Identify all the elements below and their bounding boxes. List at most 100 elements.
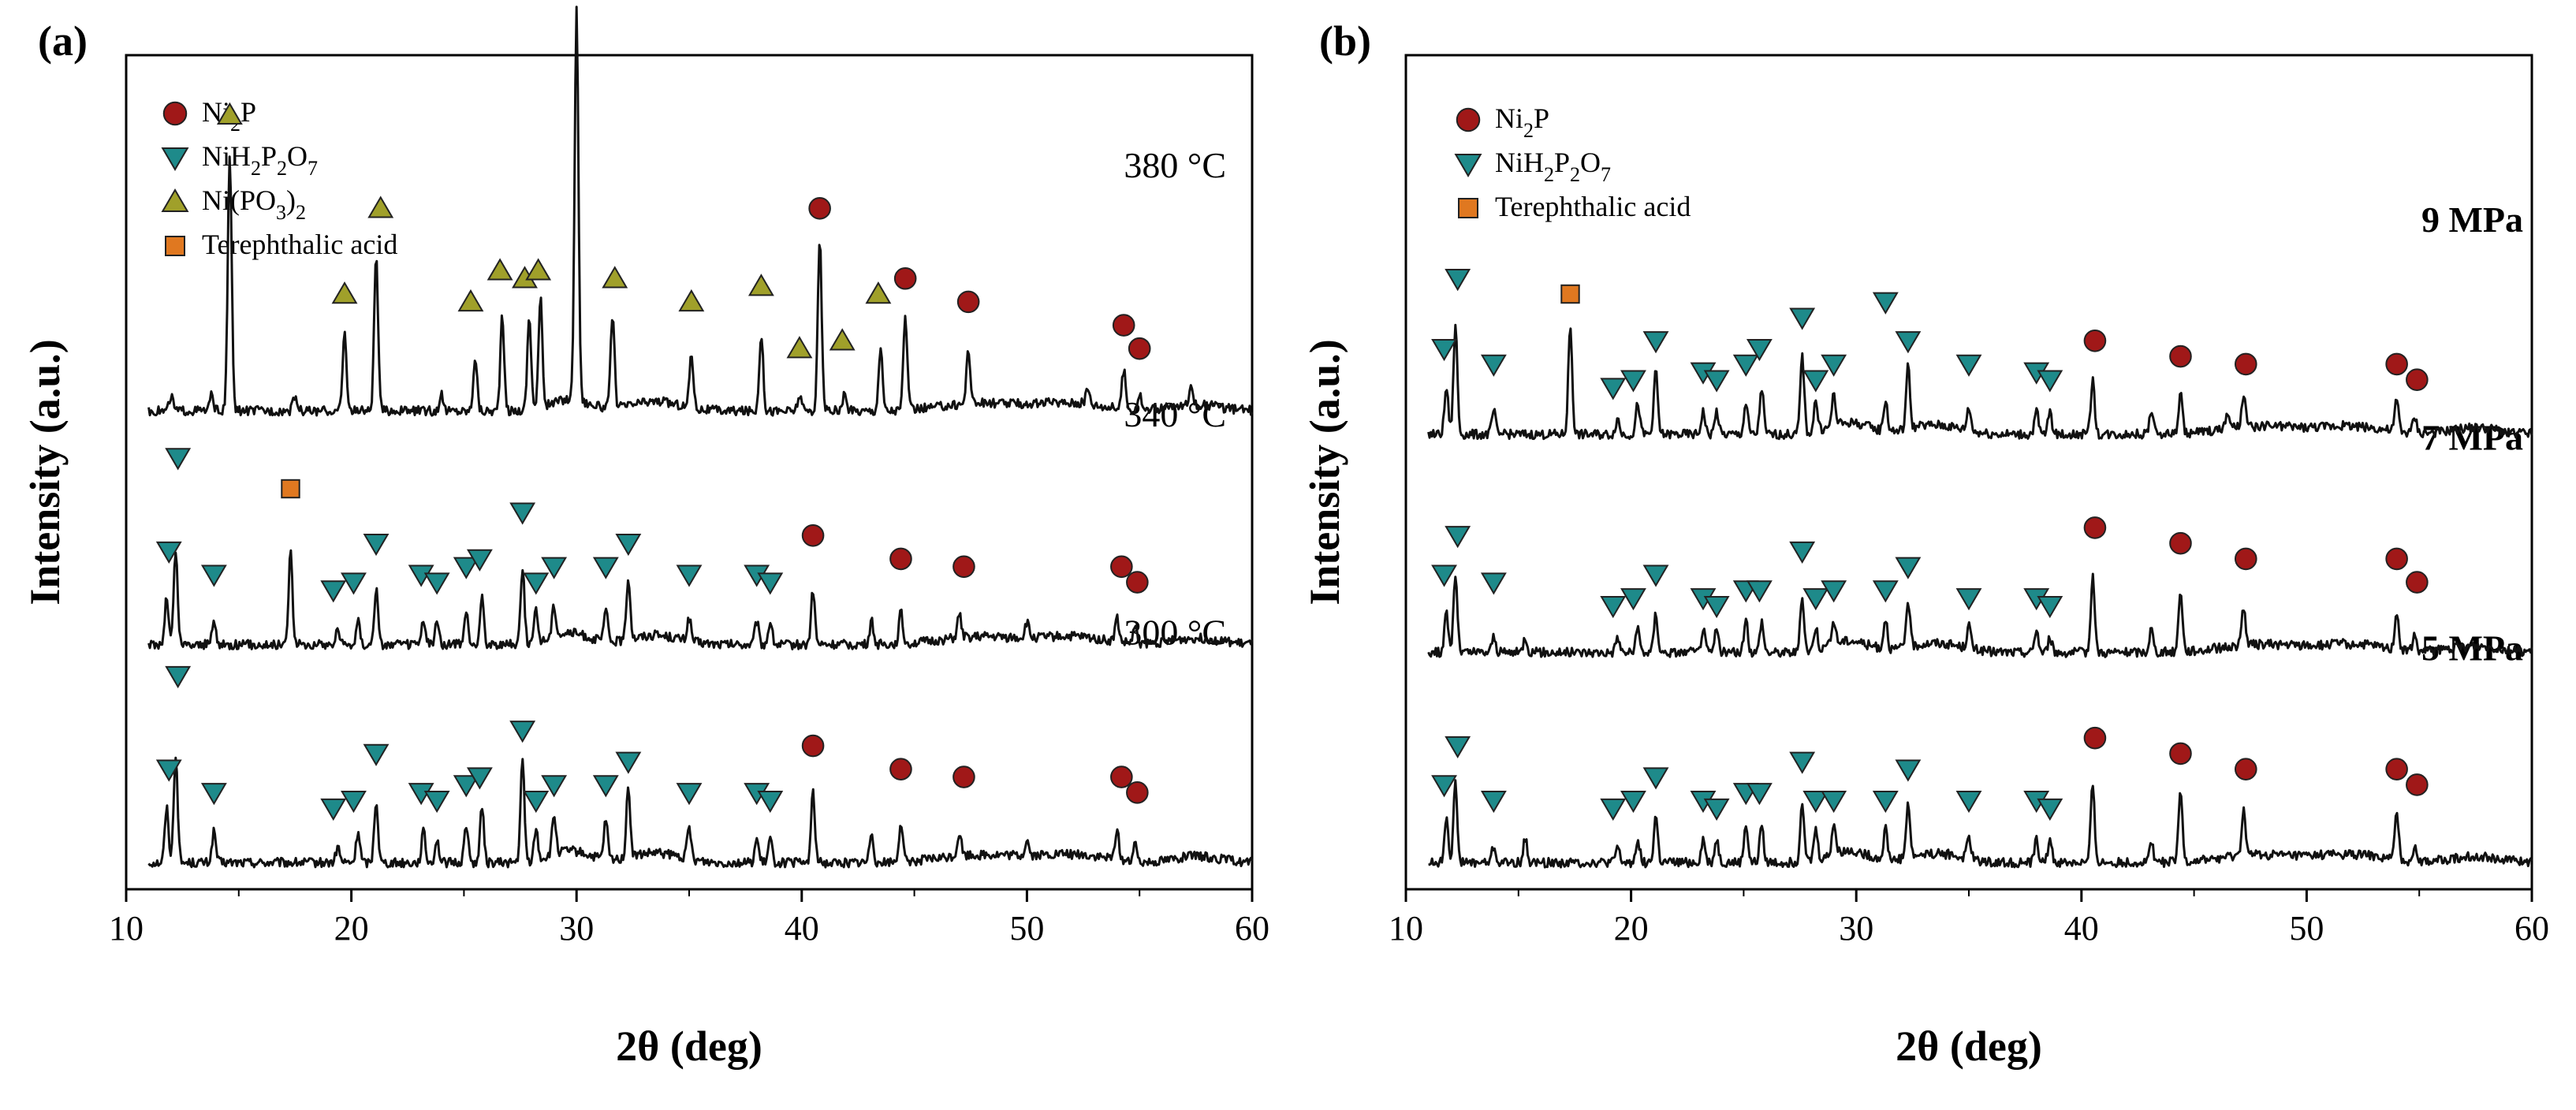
legend-label-subscript: 3 [276, 201, 286, 224]
peak-marker-nih2p2o7 [1821, 354, 1847, 377]
x-tick-label: 50 [1009, 909, 1044, 948]
peak-marker-nipo3 [367, 196, 394, 218]
peak-marker-nih2p2o7 [1600, 596, 1627, 619]
peak-marker-ni2p [1126, 571, 1149, 594]
legend-label-part: P [1554, 147, 1570, 178]
panel-label: (b) [1319, 17, 1371, 65]
legend-label-subscript: 2 [1523, 119, 1534, 142]
peak-marker-ni2p [2385, 758, 2408, 780]
peak-marker-ni2p [952, 555, 975, 579]
peak-marker-nih2p2o7 [1746, 338, 1773, 362]
peak-marker-nih2p2o7 [2037, 370, 2063, 393]
peak-marker-nih2p2o7 [423, 572, 450, 595]
peak-marker-nih2p2o7 [1431, 338, 1457, 362]
peak-marker-nih2p2o7 [200, 783, 227, 806]
legend-label-part: Ni(PO [202, 184, 276, 216]
legend-label-part: NiH [202, 140, 251, 172]
peak-marker-ni2p [952, 765, 975, 788]
trace-340-c [147, 549, 1254, 650]
peak-marker-nih2p2o7 [592, 557, 619, 579]
trace-label: 380 °C [1124, 145, 1226, 185]
peak-marker-nih2p2o7 [1620, 588, 1646, 611]
legend-label: Ni(PO3)2 [202, 184, 306, 224]
peak-marker-ni2p [2385, 547, 2408, 571]
x-tick-label: 20 [334, 909, 369, 948]
peak-marker-nih2p2o7 [1703, 596, 1730, 619]
peak-marker-ni2p [1110, 765, 1133, 788]
peak-marker-nih2p2o7 [1445, 269, 1471, 292]
legend-label: NiH2P2O7 [1495, 147, 1611, 186]
peak-marker-nih2p2o7 [757, 572, 784, 595]
peak-marker-nih2p2o7 [1802, 588, 1829, 611]
peak-marker-nih2p2o7 [466, 767, 493, 790]
peak-marker-nih2p2o7 [615, 751, 642, 774]
x-tick-label: 50 [2289, 909, 2324, 948]
peak-marker-nipo3 [786, 336, 813, 359]
legend-label-subscript: 2 [296, 201, 306, 224]
peak-marker-nih2p2o7 [615, 533, 642, 557]
peak-marker-nih2p2o7 [165, 665, 192, 689]
peak-marker-nih2p2o7 [453, 557, 479, 579]
peak-marker-ni2p [1128, 337, 1151, 360]
peak-marker-nih2p2o7 [1872, 791, 1899, 814]
legend-label-subscript: 2 [251, 157, 261, 180]
peak-marker-nih2p2o7 [341, 791, 367, 814]
peak-marker-nih2p2o7 [1642, 331, 1669, 354]
peak-marker-nih2p2o7 [165, 448, 192, 471]
peak-marker-ni2p [1112, 314, 1135, 337]
peak-marker-ni2p [801, 734, 825, 758]
peak-marker-nih2p2o7 [1620, 791, 1646, 814]
y-axis-title: Intensity (a.u.) [21, 339, 69, 605]
peak-marker-ni2p [2083, 726, 2107, 750]
peak-marker-ni2p [889, 758, 912, 780]
trace-label: 9 MPa [2421, 199, 2523, 240]
legend-label: Terephthalic acid [202, 229, 397, 260]
peak-marker-ni2p [2406, 571, 2429, 594]
y-axis-title: Intensity (a.u.) [1301, 339, 1348, 605]
peak-marker-ni2p [2083, 329, 2107, 352]
peak-marker-nih2p2o7 [541, 775, 568, 798]
legend-marker-terephthalic [1458, 198, 1478, 218]
peak-marker-terephthalic [281, 479, 300, 499]
x-tick-label: 20 [1614, 909, 1649, 948]
legend-label-subscript: 2 [1544, 163, 1554, 186]
peak-marker-nipo3 [525, 258, 552, 281]
peak-marker-nih2p2o7 [320, 580, 347, 603]
x-tick-label: 60 [2514, 909, 2549, 948]
x-tick-label: 10 [109, 909, 144, 948]
peak-marker-nih2p2o7 [1746, 580, 1773, 603]
legend-label-subscript: 7 [308, 157, 318, 180]
peak-marker-nih2p2o7 [155, 759, 182, 782]
trace-380-c [147, 6, 1254, 417]
legend-label-part: Terephthalic acid [202, 229, 397, 260]
peak-marker-nih2p2o7 [1431, 564, 1457, 587]
peak-marker-nih2p2o7 [1431, 775, 1457, 798]
peak-marker-nih2p2o7 [676, 783, 703, 806]
peak-marker-nih2p2o7 [200, 564, 227, 587]
peak-marker-nipo3 [678, 289, 705, 312]
legend-label-part: Ni [1495, 102, 1523, 134]
peak-marker-nih2p2o7 [1895, 759, 1922, 782]
legend-label-part: Terephthalic acid [1495, 191, 1691, 222]
peak-marker-nih2p2o7 [341, 572, 367, 595]
legend-label-subscript: 2 [1570, 163, 1580, 186]
trace-9-mpa [1427, 323, 2533, 441]
peak-marker-nih2p2o7 [1802, 370, 1829, 393]
panel-label: (a) [38, 17, 88, 65]
x-tick-label: 10 [1389, 909, 1423, 948]
legend-marker-nipo3 [161, 188, 189, 212]
peak-marker-nih2p2o7 [2037, 596, 2063, 619]
peak-marker-nih2p2o7 [1955, 588, 1982, 611]
peak-marker-terephthalic [1560, 284, 1580, 304]
peak-marker-nih2p2o7 [363, 743, 390, 766]
peak-marker-nipo3 [865, 281, 892, 304]
trace-label: 7 MPa [2421, 418, 2523, 458]
peak-marker-ni2p [956, 290, 980, 314]
legend-label-part: NiH [1495, 147, 1544, 178]
legend-label-part: P [240, 96, 256, 128]
peak-marker-nih2p2o7 [363, 533, 390, 557]
legend-label-part: P [1534, 102, 1549, 134]
